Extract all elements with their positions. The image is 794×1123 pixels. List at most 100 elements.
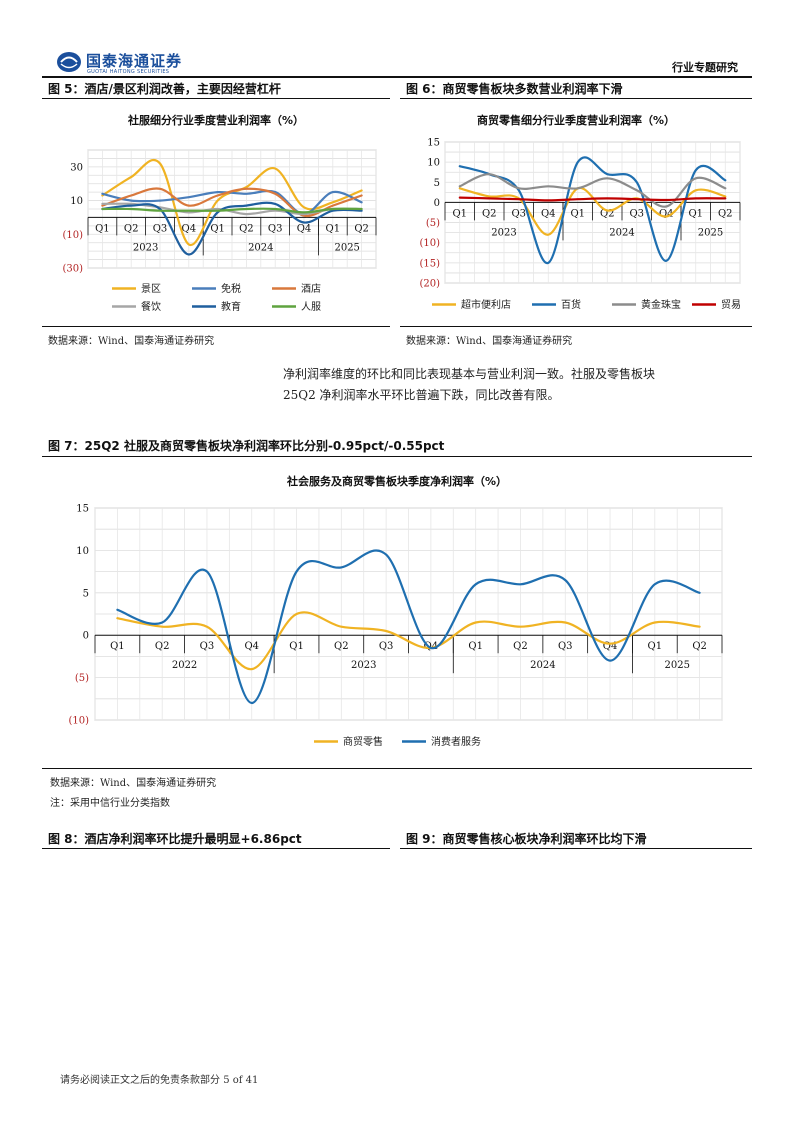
series-line-人服: [101, 207, 363, 214]
data-point: [518, 187, 520, 189]
fig6-source: 数据来源：Wind、国泰海通证券研究: [406, 336, 573, 347]
data-point: [724, 197, 726, 199]
data-point: [216, 194, 218, 196]
y-tick-label: 30: [70, 162, 83, 173]
data-point: [274, 208, 276, 210]
data-point: [547, 233, 549, 235]
chart-title: 商贸零售细分行业季度营业利润率（%）: [477, 113, 675, 127]
data-point: [332, 208, 334, 210]
data-point: [654, 621, 656, 623]
footer-disclaimer: 请务必阅读正文之后的免责条款部分: [60, 1075, 220, 1086]
quarter-label: Q4: [182, 223, 197, 234]
y-tick-label: (30): [62, 264, 83, 275]
data-point: [295, 570, 297, 572]
legend-label: 消费者服务: [431, 735, 481, 748]
data-point: [547, 262, 549, 264]
legend-label: 超市便利店: [461, 298, 511, 311]
data-point: [245, 204, 247, 206]
body-line-1: 净利润率维度的环比和同比表现基本与营业利润一致。社服及零售板块: [283, 367, 656, 381]
data-point: [698, 626, 700, 628]
series-line-商贸零售: [116, 611, 701, 671]
legend-label: 百货: [561, 298, 581, 311]
fig8-title-rule: [42, 848, 390, 849]
data-point: [216, 209, 218, 211]
data-point: [251, 668, 253, 670]
data-point: [161, 626, 163, 628]
data-point: [159, 162, 161, 164]
y-tick-label: (10): [62, 230, 83, 241]
y-tick-label: 0: [83, 631, 89, 642]
fig5-source: 数据来源：Wind、国泰海通证券研究: [48, 336, 215, 347]
data-point: [116, 609, 118, 611]
y-tick-label: 10: [70, 196, 83, 207]
year-label: 2024: [609, 227, 634, 238]
series-line-消费者服务: [116, 549, 701, 705]
data-point: [116, 617, 118, 619]
y-tick-label: (10): [419, 238, 440, 249]
quarter-label: Q3: [268, 223, 283, 234]
data-point: [665, 260, 667, 262]
year-label: 2024: [530, 660, 555, 671]
data-point: [188, 204, 190, 206]
data-point: [724, 187, 726, 189]
data-point: [519, 626, 521, 628]
data-point: [216, 199, 218, 201]
quarter-label: Q2: [124, 223, 139, 234]
data-point: [606, 209, 608, 211]
data-point: [245, 193, 247, 195]
quarter-label: Q1: [110, 641, 125, 652]
data-point: [665, 199, 667, 201]
chart-retail-operating-margin: 商贸零售细分行业季度营业利润率（%） 15 10 5 0 (5) (10) (15) (20) Q…: [419, 113, 741, 311]
brand-logo-icon: [57, 52, 81, 72]
quarter-label: Q1: [289, 641, 304, 652]
header: 国泰海通证券 GUOTAI HAITONG SECURITIES 行业专题研究: [0, 0, 794, 80]
data-point: [188, 196, 190, 198]
data-point: [577, 198, 579, 200]
quarter-label: Q4: [603, 641, 618, 652]
y-tick-label: 10: [76, 546, 89, 557]
fig6-bottom-rule: [400, 326, 752, 327]
quarter-label: Q4: [541, 208, 556, 219]
data-point: [385, 630, 387, 632]
data-point: [101, 193, 103, 195]
series-line-超市便利店: [458, 186, 727, 236]
data-point: [130, 176, 132, 178]
fig5-bottom-rule: [42, 326, 390, 327]
brand-name-en: GUOTAI HAITONG SECURITIES: [87, 69, 170, 75]
data-point: [274, 167, 276, 169]
legend-label: 免税: [221, 282, 241, 295]
legend-label: 教育: [221, 300, 241, 313]
data-point: [459, 196, 461, 198]
data-point: [295, 613, 297, 615]
data-point: [474, 583, 476, 585]
y-tick-label: 5: [434, 178, 440, 189]
body-paragraph: 净利润率维度的环比和同比表现基本与营业利润一致。社服及零售板块 25Q2 净利润…: [283, 364, 753, 406]
data-point: [188, 243, 190, 245]
data-point: [360, 208, 362, 210]
data-point: [459, 165, 461, 167]
fig7-title-rule: [42, 456, 752, 457]
fig6-title-rule: [400, 98, 752, 99]
series-line-景区: [101, 158, 363, 246]
fig6-title: 图 6：商贸零售板块多数营业利润率下滑: [406, 82, 623, 96]
series-line-黄金珠宝: [458, 173, 727, 208]
quarter-label: Q3: [153, 223, 168, 234]
data-point: [332, 201, 334, 203]
chart-social-services-operating-margin: 社服细分行业季度营业利润率（%） 30 10 (10) (30) Q1 Q2 Q3 Q4 Q1 Q2…: [62, 113, 377, 313]
year-label: 2024: [248, 242, 273, 253]
fig7-note: 注：采用中信行业分类指数: [50, 798, 170, 809]
data-point: [101, 203, 103, 205]
footer: 请务必阅读正文之后的免责条款部分 5 of 41: [60, 1071, 258, 1086]
quarter-label: Q1: [210, 223, 225, 234]
data-point: [360, 201, 362, 203]
fig5-title: 图 5：酒店/景区利润改善，主要因经营杠杆: [48, 82, 281, 96]
data-point: [159, 209, 161, 211]
data-point: [724, 179, 726, 181]
data-point: [245, 213, 247, 215]
quarter-label: Q1: [95, 223, 110, 234]
data-point: [636, 198, 638, 200]
data-point: [303, 211, 305, 213]
year-label: 2023: [133, 242, 158, 253]
quarter-label: Q2: [354, 223, 369, 234]
quarter-label: Q2: [513, 641, 528, 652]
